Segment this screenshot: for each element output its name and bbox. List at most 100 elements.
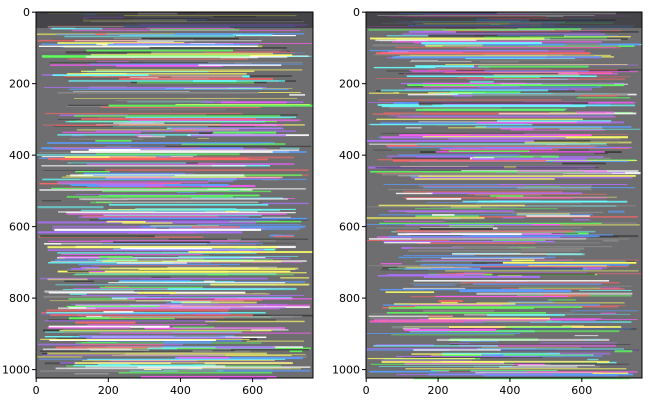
image-stripe (170, 362, 205, 364)
image-stripe (118, 78, 274, 80)
image-stripe (48, 325, 170, 328)
image-stripe (252, 292, 266, 294)
image-stripe (406, 198, 462, 200)
image-stripe (380, 132, 524, 134)
image-stripe (381, 173, 563, 176)
image-stripe (448, 127, 603, 129)
image-stripe (48, 319, 276, 321)
image-stripe (594, 153, 608, 155)
image-stripe (380, 359, 472, 361)
image-stripe (470, 289, 625, 291)
image-stripe (403, 191, 563, 193)
image-stripe (482, 29, 553, 31)
x-tick-label: 0 (363, 384, 370, 397)
image-stripe (267, 55, 312, 58)
image-stripe (137, 258, 178, 261)
image-stripe (272, 151, 307, 153)
image-stripe (382, 265, 611, 267)
image-stripe (188, 368, 302, 370)
image-stripe (452, 253, 583, 255)
image-stripe (74, 373, 109, 375)
image-stripe (479, 266, 629, 268)
image-stripe (123, 262, 303, 263)
image-stripe (395, 192, 433, 195)
image-stripe (602, 239, 619, 242)
image-stripe (49, 27, 235, 30)
image-stripe (167, 287, 297, 291)
image-stripe (68, 80, 286, 82)
image-stripe (81, 344, 164, 346)
image-stripe (127, 298, 313, 300)
image-stripe (376, 78, 559, 79)
image-stripe (90, 349, 150, 351)
image-stripe (458, 93, 628, 96)
image-stripe (406, 267, 472, 269)
image-stripe (190, 134, 286, 137)
image-stripe (368, 29, 518, 31)
image-stripe (481, 346, 581, 348)
image-stripe (485, 126, 632, 128)
image-stripe (129, 173, 196, 174)
image-stripe (113, 37, 154, 40)
image-stripe (409, 61, 472, 63)
image-stripe (426, 202, 483, 203)
image-stripe (478, 65, 589, 68)
image-stripe (367, 265, 459, 267)
image-stripe (213, 131, 277, 134)
image-stripe (220, 101, 287, 104)
image-stripe (418, 175, 636, 177)
y-tick-label: 200 (9, 78, 30, 91)
image-stripe (149, 47, 287, 49)
image-stripe (483, 375, 619, 377)
image-stripe (380, 262, 403, 265)
image-stripe (517, 28, 582, 31)
image-stripe (390, 137, 566, 139)
image-stripe (77, 355, 208, 357)
image-stripe (189, 369, 311, 372)
image-stripe (450, 344, 631, 345)
image-stripe (480, 61, 519, 63)
image-stripe (58, 256, 124, 258)
image-stripe (420, 263, 630, 266)
image-stripe (66, 211, 296, 214)
image-stripe (102, 190, 272, 193)
image-stripe (273, 235, 294, 238)
image-stripe (423, 310, 495, 312)
image-stripe (375, 167, 599, 169)
image-stripe (46, 309, 229, 312)
y-tick-label: 600 (9, 221, 30, 234)
image-stripe (181, 301, 257, 304)
image-stripe (404, 102, 589, 104)
image-stripe (198, 64, 282, 66)
x-tick-label: 200 (98, 384, 119, 397)
image-stripe (467, 193, 607, 195)
image-stripe (435, 93, 553, 94)
image-stripe (134, 254, 210, 256)
image-stripe (39, 277, 268, 280)
x-tick-label: 600 (571, 384, 592, 397)
image-stripe (367, 139, 535, 142)
image-stripe (37, 356, 83, 358)
image-stripe (380, 122, 526, 124)
image-stripe (442, 103, 572, 105)
image-stripe (66, 73, 247, 75)
image-stripe (383, 112, 606, 114)
image-stripe (131, 59, 224, 60)
image-stripe (387, 274, 484, 276)
image-stripe (175, 104, 310, 106)
image-stripe (378, 99, 562, 101)
image-stripe (43, 295, 148, 298)
image-stripe (521, 247, 585, 250)
image-stripe (63, 75, 243, 78)
image-stripe (42, 354, 226, 356)
image-stripe (370, 123, 533, 126)
image-stripe (576, 121, 625, 124)
image-stripe (435, 67, 473, 70)
image-stripe (467, 305, 626, 306)
image-stripe (85, 55, 288, 58)
image-stripe (57, 42, 185, 45)
image-stripe (131, 145, 312, 148)
image-stripe (511, 259, 535, 262)
image-stripe (207, 274, 229, 276)
image-stripe (417, 242, 536, 244)
